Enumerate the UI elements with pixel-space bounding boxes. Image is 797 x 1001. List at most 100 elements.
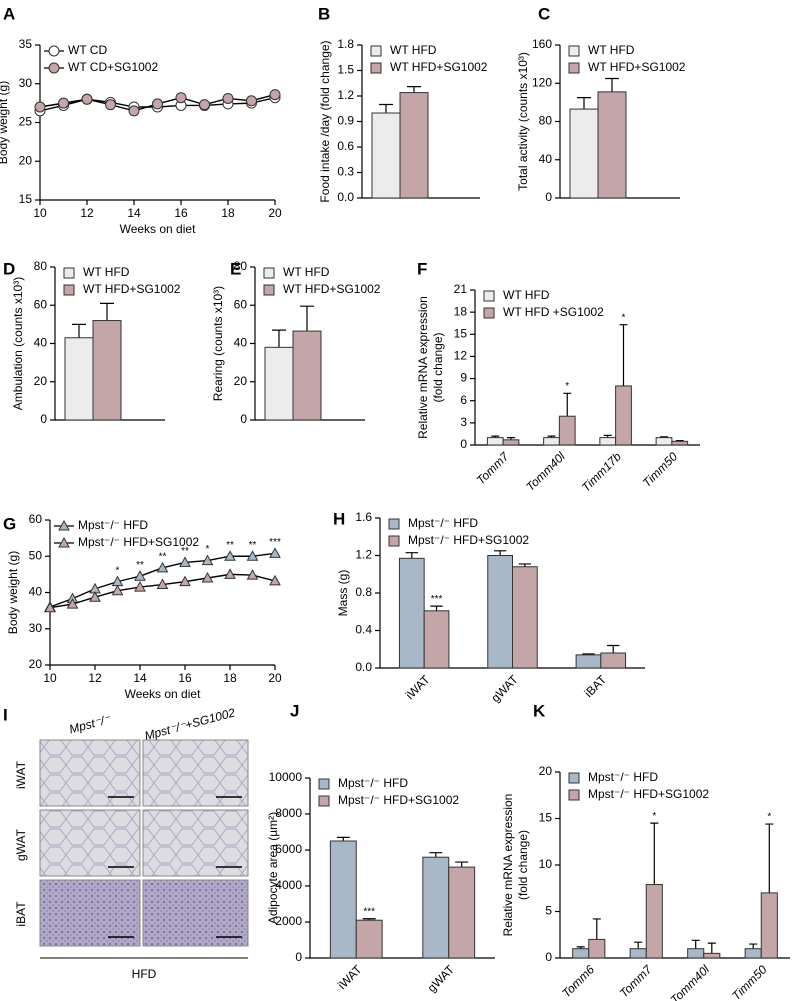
- bar: [399, 92, 429, 199]
- column-label: Mpst⁻/⁻: [68, 712, 114, 737]
- bar: [599, 437, 617, 446]
- error-bar: [749, 943, 758, 949]
- y-tick-label: 40: [29, 585, 43, 599]
- legend-swatch: [568, 62, 580, 74]
- x-tick-label: Tomm7: [474, 449, 513, 488]
- bar: [92, 320, 122, 421]
- legend-swatch: [63, 284, 75, 296]
- x-tick-label: 20: [268, 671, 282, 685]
- significance: **: [226, 540, 234, 551]
- bar: [645, 884, 663, 959]
- x-tick-label: Timm50: [729, 962, 770, 1001]
- significance: **: [181, 546, 189, 557]
- x-tick-label: iBAT: [582, 672, 610, 700]
- point: [269, 89, 281, 101]
- significance: **: [136, 560, 144, 571]
- y-tick-label: 20: [539, 764, 553, 778]
- y-tick-label: 0.9: [337, 114, 354, 128]
- legend-label: Mpst⁻/⁻ HFD: [408, 516, 478, 530]
- panel-letter: H: [333, 509, 345, 528]
- y-axis-label: Adipocyte area (µm²): [266, 812, 280, 924]
- legend-marker: [58, 536, 70, 548]
- y-tick-label: 8000: [275, 806, 302, 820]
- y-tick-label: 1.5: [337, 63, 354, 77]
- significance: *: [622, 312, 626, 323]
- y-tick-label: 20: [29, 657, 43, 671]
- micrograph: [39, 809, 141, 877]
- error-bar: [619, 324, 628, 386]
- y-tick-label: 40: [234, 336, 248, 350]
- legend-label: WT CD: [68, 43, 107, 57]
- significance: ***: [431, 594, 443, 605]
- y-tick-label: 40: [539, 152, 553, 166]
- y-tick-label: 21: [454, 282, 468, 296]
- bar: [569, 108, 599, 199]
- y-axis-label: Rearing (counts x10³): [211, 286, 225, 401]
- significance: *: [116, 565, 120, 576]
- legend-label: Mpst⁻/⁻ HFD+SG1002: [78, 535, 199, 549]
- point: [44, 601, 56, 613]
- x-tick-label: gWAT: [425, 962, 458, 995]
- y-tick-label: 0: [545, 950, 552, 964]
- x-axis-label: Weeks on diet: [120, 222, 196, 236]
- y-axis-label: Relative mRNA expression: [501, 794, 515, 937]
- bar: [486, 437, 504, 446]
- legend-marker: [48, 62, 60, 74]
- x-tick-label: Tomm40l: [523, 449, 568, 494]
- y-tick-label: 80: [34, 259, 48, 273]
- y-tick-label: 20: [19, 153, 33, 167]
- point: [179, 556, 191, 567]
- x-tick-label: 18: [223, 671, 237, 685]
- error-bar: [493, 550, 507, 556]
- y-tick-label: 0.0: [355, 660, 372, 674]
- bar: [760, 892, 778, 959]
- panel-letter: E: [230, 259, 241, 278]
- panel-letter: J: [290, 701, 299, 720]
- significance: **: [249, 540, 257, 551]
- bar: [292, 330, 322, 421]
- legend-label: Mpst⁻/⁻ HFD+SG1002: [338, 793, 459, 807]
- y-tick-label: 60: [34, 297, 48, 311]
- y-tick-label: 4000: [275, 878, 302, 892]
- panel-letter: C: [538, 4, 550, 23]
- x-tick-label: Tomm6: [559, 962, 597, 1000]
- y-tick-label: 60: [234, 297, 248, 311]
- legend-swatch: [263, 284, 275, 296]
- bar: [423, 610, 450, 669]
- point: [246, 550, 259, 561]
- x-tick-label: 12: [88, 671, 102, 685]
- x-tick-label: Tomm7: [617, 962, 656, 1001]
- bar: [615, 385, 632, 446]
- y-tick-label: 0.8: [355, 585, 372, 599]
- legend-swatch: [63, 267, 75, 279]
- x-tick-label: 14: [127, 206, 141, 220]
- x-axis-label: Weeks on diet: [125, 687, 201, 701]
- x-tick-label: Timm50: [640, 449, 681, 490]
- x-tick-label: 12: [80, 206, 94, 220]
- bar: [558, 415, 576, 446]
- x-tick-label: gWAT: [488, 672, 521, 705]
- y-tick-label: 15: [454, 326, 468, 340]
- legend-label: WT HFD: [588, 43, 635, 57]
- error-bar: [336, 836, 350, 841]
- significance: *: [206, 544, 210, 555]
- legend-label: WT HFD +SG1002: [503, 305, 604, 319]
- row-label: iWAT: [14, 760, 28, 789]
- y-tick-label: 20: [234, 374, 248, 388]
- y-tick-label: 0: [40, 412, 47, 426]
- y-tick-label: 0.0: [337, 190, 354, 204]
- y-tick-label: 30: [29, 621, 43, 635]
- legend-swatch: [318, 795, 330, 807]
- legend-marker: [58, 519, 70, 531]
- micrograph: [142, 739, 249, 807]
- legend-marker: [48, 45, 60, 57]
- error-bar: [455, 861, 469, 868]
- significance: ***: [363, 906, 375, 917]
- bar: [744, 948, 762, 959]
- panel-letter: K: [533, 701, 546, 720]
- point: [199, 99, 210, 111]
- point: [58, 97, 69, 109]
- panel-letter: F: [417, 259, 427, 278]
- bar: [588, 938, 606, 959]
- y-tick-label: 15: [19, 192, 33, 206]
